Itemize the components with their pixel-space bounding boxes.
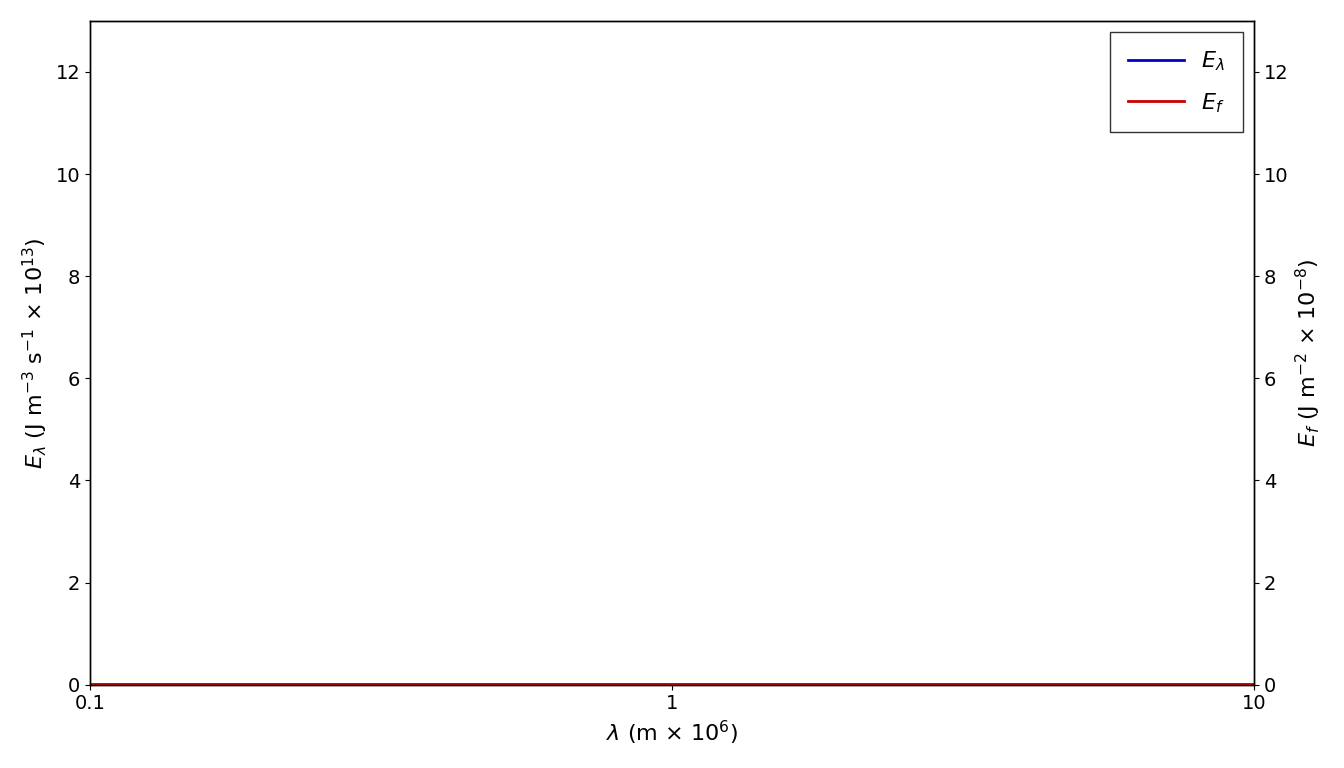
Y-axis label: $E_\lambda$ (J m$^{-3}$ s$^{-1}$ $\times$ 10$^{13}$): $E_\lambda$ (J m$^{-3}$ s$^{-1}$ $\times…: [22, 237, 50, 468]
Y-axis label: $E_f$ (J m$^{-2}$ $\times$ 10$^{-8}$): $E_f$ (J m$^{-2}$ $\times$ 10$^{-8}$): [1294, 259, 1322, 447]
Legend: $E_\lambda$, $E_f$: $E_\lambda$, $E_f$: [1110, 32, 1243, 132]
X-axis label: $\lambda$ (m $\times$ 10$^6$): $\lambda$ (m $\times$ 10$^6$): [606, 719, 738, 747]
